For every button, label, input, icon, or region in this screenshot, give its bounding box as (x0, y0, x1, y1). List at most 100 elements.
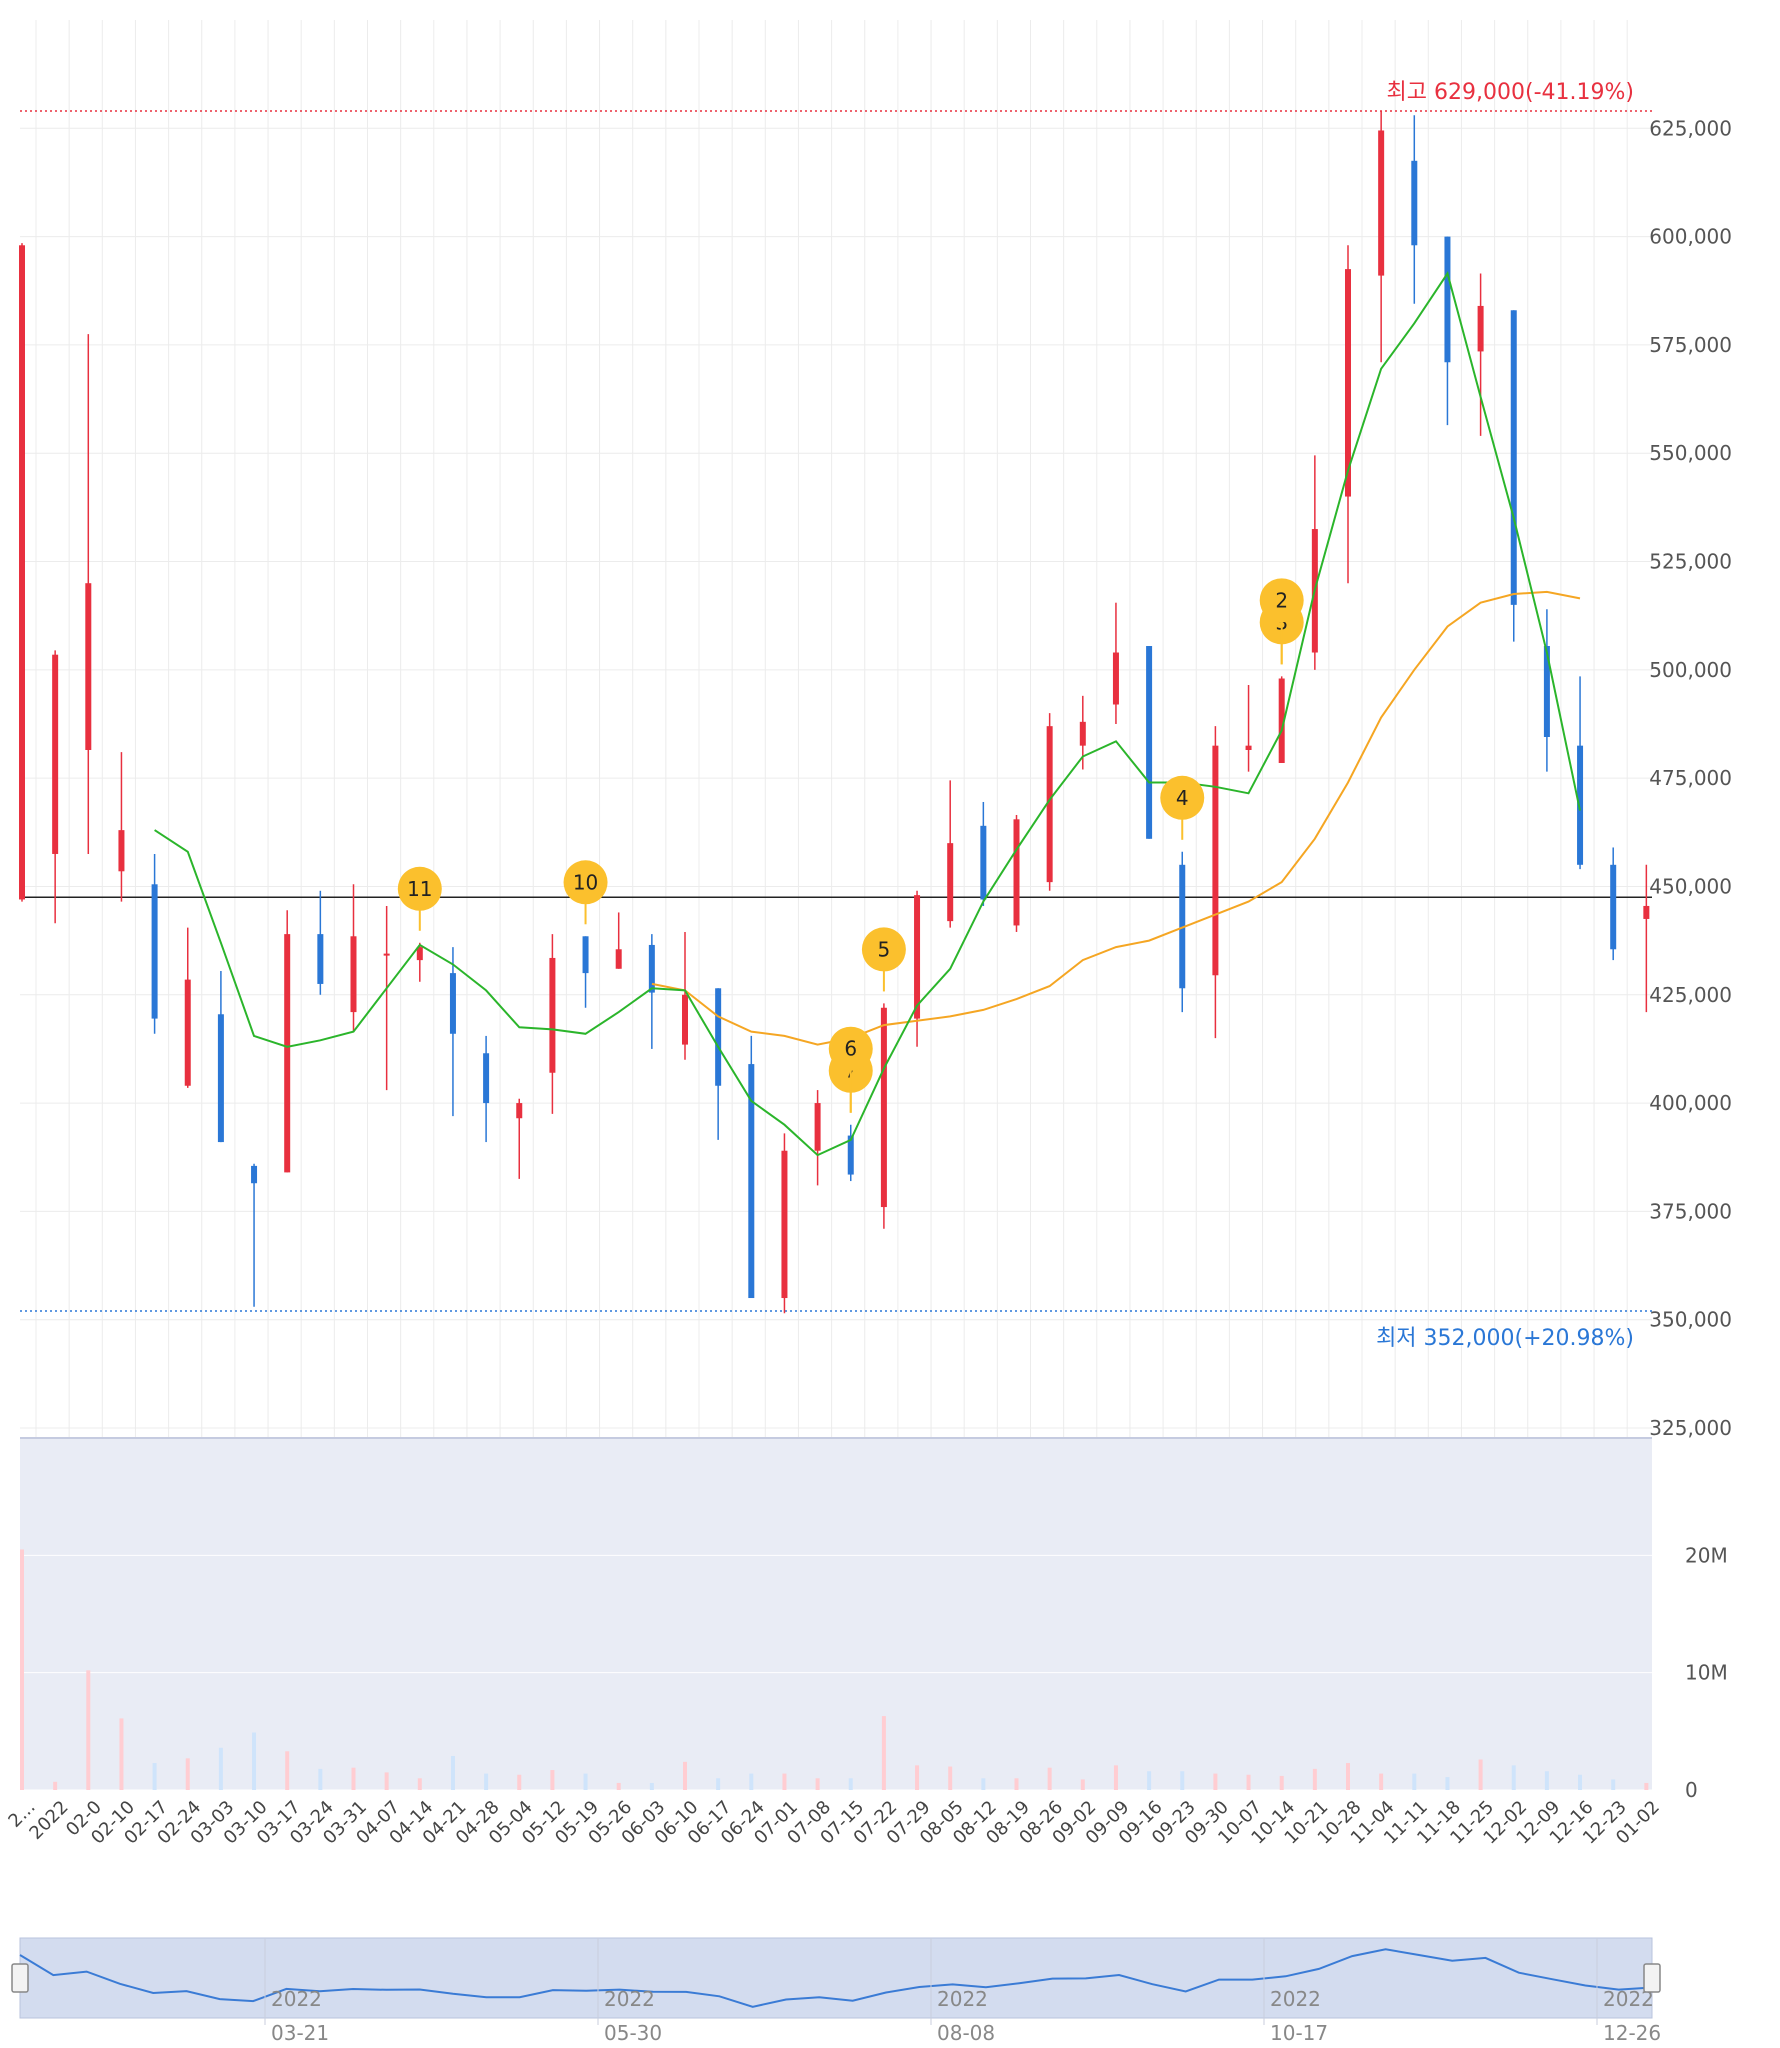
candle-body (1610, 864, 1617, 950)
moving-average-green (154, 271, 1581, 1157)
marker-badge (828, 1026, 873, 1071)
volume-bar (285, 1751, 290, 1790)
marker-label: 5 (878, 937, 891, 961)
volume-bar (616, 1782, 621, 1790)
event-markers: 1110576432 (397, 578, 1304, 1113)
navigator-date-label: 08-08 (937, 2021, 995, 2045)
candle-body (52, 654, 59, 854)
volume-bar (351, 1767, 356, 1790)
volume-tick-label: 10M (1685, 1661, 1728, 1685)
volume-bar (1445, 1777, 1450, 1790)
volume-bar (583, 1773, 588, 1790)
candle-body (1212, 745, 1219, 976)
volume-bar (782, 1773, 787, 1790)
volume-bar (417, 1778, 422, 1790)
price-tick-label: 525,000 (1649, 550, 1732, 574)
price-tick-label: 450,000 (1649, 874, 1732, 898)
candle-body (19, 245, 25, 900)
marker-label: 4 (1176, 786, 1189, 810)
candle-body (947, 843, 954, 922)
candle-body (781, 1150, 788, 1299)
candle-body (1245, 745, 1252, 750)
candle-body (1046, 726, 1053, 883)
volume-tick-label: 20M (1685, 1543, 1728, 1567)
volume-bar (915, 1765, 920, 1790)
price-tick-label: 350,000 (1649, 1308, 1732, 1332)
marker-badge (397, 866, 442, 911)
candle-body (1079, 721, 1086, 746)
navigator-year-label: 2022 (937, 1987, 988, 2011)
marker-label: 10 (573, 870, 598, 894)
candle-body (284, 934, 291, 1173)
candle-body (880, 1007, 887, 1208)
price-tick-label: 325,000 (1649, 1416, 1732, 1440)
volume-bar (1412, 1773, 1417, 1790)
volume-bar (185, 1758, 190, 1790)
candle-body (416, 947, 423, 961)
marker-label: 2 (1275, 588, 1288, 612)
candle-body (1411, 160, 1418, 246)
moving-average-orange (651, 590, 1581, 1046)
volume-bar (649, 1782, 654, 1790)
marker-badge (861, 927, 906, 972)
volume-bar (53, 1781, 58, 1790)
navigator-date-label: 03-21 (271, 2021, 329, 2045)
marker-badge (1259, 578, 1304, 623)
x-tick-label: 2022 (25, 1797, 72, 1844)
price-tick-label: 625,000 (1649, 116, 1732, 140)
volume-bar (1113, 1765, 1118, 1790)
candle-body (1112, 652, 1119, 705)
navigator-date-label: 10-17 (1270, 2021, 1328, 2045)
volume-bar (749, 1773, 754, 1790)
navigator-year-label: 2022 (604, 1987, 655, 2011)
candle-body (980, 825, 987, 900)
volume-bar (1014, 1778, 1019, 1790)
candle-body (1577, 745, 1584, 865)
candles (19, 110, 1650, 1314)
candle-body (615, 949, 622, 969)
candle-body (317, 934, 324, 984)
volume-bar (1180, 1771, 1185, 1790)
volume-bar (1578, 1774, 1583, 1790)
volume-bar (484, 1773, 489, 1790)
candle-body (85, 583, 92, 750)
volume-bar (1644, 1782, 1649, 1790)
high-price-label: 최고 629,000(-41.19%) (1387, 80, 1634, 105)
candle-body (217, 1014, 224, 1143)
volume-bar (1478, 1759, 1483, 1790)
volume-bar (881, 1716, 886, 1790)
volume-bar (218, 1747, 223, 1790)
marker-label: 11 (407, 877, 432, 901)
volume-bar (1544, 1771, 1549, 1790)
candle-body (184, 979, 191, 1086)
volume-bar (1213, 1773, 1218, 1790)
candle-body (549, 957, 556, 1073)
price-tick-label: 500,000 (1649, 658, 1732, 682)
candle-body (1278, 678, 1285, 763)
volume-bar (1047, 1767, 1052, 1790)
candle-body (682, 994, 688, 1045)
candle-body (1345, 269, 1351, 497)
price-tick-label: 400,000 (1649, 1091, 1732, 1115)
candle-body (151, 884, 158, 1019)
navigator-date-label: 12-26 (1603, 2021, 1661, 2045)
volume-bar (20, 1549, 24, 1790)
x-axis-labels: 2...202202-002-1002-1702-2403-0303-1003-… (4, 1797, 1663, 1849)
candle-body (1543, 646, 1550, 737)
marker-label: 6 (844, 1037, 857, 1061)
volume-tick-label: 0 (1685, 1778, 1698, 1802)
volume-bar (517, 1774, 522, 1790)
candle-body (1444, 236, 1451, 363)
volume-pane-background (20, 1438, 1652, 1790)
price-tick-label: 575,000 (1649, 333, 1732, 357)
navigator-left-handle (11, 1963, 29, 1993)
price-tick-label: 600,000 (1649, 225, 1732, 249)
candle-body (251, 1165, 258, 1184)
price-tick-label: 375,000 (1649, 1199, 1732, 1223)
marker-badge (563, 860, 608, 905)
candle-body (582, 936, 589, 974)
price-tick-label: 425,000 (1649, 983, 1732, 1007)
candle-body (483, 1053, 490, 1104)
volume-bar (948, 1766, 953, 1790)
